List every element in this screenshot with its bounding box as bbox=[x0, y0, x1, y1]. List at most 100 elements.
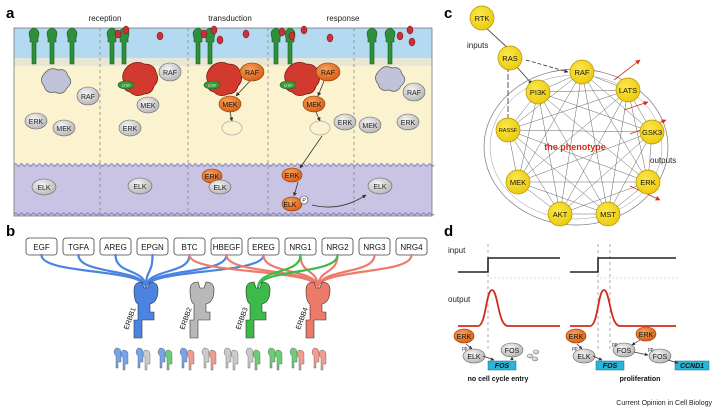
svg-text:RAF: RAF bbox=[575, 68, 590, 77]
svg-text:FOS: FOS bbox=[653, 354, 668, 361]
ligand-box-nrg3: NRG3 bbox=[358, 237, 391, 256]
svg-text:FOS: FOS bbox=[617, 348, 632, 355]
ligand-box-tgfa: TGFA bbox=[62, 237, 95, 256]
network-edge-20 bbox=[559, 89, 629, 215]
raf-active-2: RAF bbox=[315, 62, 341, 82]
svg-text:ERK: ERK bbox=[123, 126, 138, 133]
svg-text:ELK: ELK bbox=[213, 185, 227, 192]
svg-text:AKT: AKT bbox=[553, 210, 568, 219]
network-edge-5 bbox=[517, 91, 539, 183]
svg-text:ERK: ERK bbox=[29, 119, 44, 126]
network-edge-6 bbox=[537, 91, 649, 183]
network-edge-4 bbox=[537, 91, 653, 133]
svg-text:LATS: LATS bbox=[619, 86, 637, 95]
panel-d: d input output ERK ELK pp FOS FOS bbox=[444, 223, 710, 383]
receptor-4 bbox=[106, 27, 118, 65]
stage-transduction: transduction bbox=[208, 14, 252, 23]
ligand-box-hbegf: HBEGF bbox=[210, 237, 243, 256]
svg-text:ELK: ELK bbox=[133, 184, 147, 191]
svg-text:MEK: MEK bbox=[222, 102, 238, 109]
network-edge-8 bbox=[537, 91, 609, 215]
network-edge-16 bbox=[507, 89, 629, 131]
network-edge-26 bbox=[507, 129, 609, 215]
erk-inactive-1: ERK bbox=[24, 112, 48, 130]
network-edge-15 bbox=[581, 71, 609, 215]
network-node-raf: RAF bbox=[569, 59, 595, 85]
receptor-erbb3: ERBB3 bbox=[235, 281, 271, 339]
svg-text:RTK: RTK bbox=[475, 14, 490, 23]
svg-text:NRG1: NRG1 bbox=[289, 243, 312, 252]
svg-text:FOS: FOS bbox=[495, 363, 510, 370]
svg-text:ERK: ERK bbox=[639, 332, 654, 339]
ligand-box-nrg2: NRG2 bbox=[321, 237, 354, 256]
journal-credit: Current Opinion in Cell Biology bbox=[616, 400, 712, 407]
binding-line-9 bbox=[225, 253, 320, 290]
network-node-erk: ERK bbox=[635, 169, 661, 195]
network-node-lats: LATS bbox=[615, 77, 641, 103]
network-node-rtk: RTK bbox=[469, 5, 495, 31]
svg-text:RAF: RAF bbox=[163, 70, 177, 77]
phospho-label: P bbox=[302, 198, 306, 204]
stage-response: response bbox=[327, 14, 360, 23]
network-node-mek: MEK bbox=[505, 169, 531, 195]
svg-text:RAF: RAF bbox=[81, 94, 95, 101]
dimer-9 bbox=[289, 347, 305, 371]
receptor-11 bbox=[384, 27, 396, 65]
svg-text:NRG4: NRG4 bbox=[400, 243, 423, 252]
svg-text:GSK3: GSK3 bbox=[642, 128, 662, 137]
ligand-dot-3 bbox=[156, 31, 164, 41]
panel-b: b EGF TGFA AREG EPGN BTC HBEGF EREG NRG1 NRG2 NRG… bbox=[6, 223, 428, 371]
nuclear-envelope-bottom bbox=[13, 212, 435, 216]
binding-line-14 bbox=[316, 253, 413, 290]
network-edge-25 bbox=[507, 129, 561, 215]
mek-inactive-3: MEK bbox=[358, 116, 382, 134]
binding-line-16 bbox=[256, 253, 339, 290]
network-node-rassf: RASSF bbox=[495, 117, 521, 143]
ligand-boxes: EGF TGFA AREG EPGN BTC HBEGF EREG NRG1 NRG2 NRG3 N… bbox=[25, 237, 428, 256]
dimer-3 bbox=[157, 347, 173, 371]
binding-line-2 bbox=[77, 253, 148, 290]
elk-bound-1: ELK bbox=[208, 179, 232, 195]
svg-text:ELK: ELK bbox=[467, 354, 481, 361]
svg-text:MST: MST bbox=[600, 210, 616, 219]
network-edge-7 bbox=[537, 91, 561, 215]
elk-inactive-1: ELK bbox=[31, 178, 57, 196]
dimer-6 bbox=[223, 347, 239, 371]
network-edge-18 bbox=[517, 89, 629, 183]
svg-text:CCND1: CCND1 bbox=[680, 363, 704, 370]
ligand-box-ereg: EREG bbox=[247, 237, 280, 256]
output-label: output bbox=[448, 295, 471, 304]
svg-text:ELK: ELK bbox=[577, 354, 591, 361]
nuclear-envelope bbox=[13, 163, 435, 167]
gtp-label-3: GTP bbox=[284, 83, 293, 88]
receptor-erbb2: ERBB2 bbox=[179, 281, 215, 339]
svg-text:pp: pp bbox=[612, 342, 618, 348]
input-step-right bbox=[570, 257, 676, 273]
membrane-band bbox=[14, 58, 432, 66]
ligand-box-btc: BTC bbox=[173, 237, 206, 256]
receptor-3 bbox=[66, 27, 78, 65]
mek-active-2: MEK bbox=[302, 95, 326, 113]
raf-inactive-2: RAF bbox=[158, 62, 182, 82]
network-edge-11 bbox=[581, 71, 653, 133]
svg-text:MEK: MEK bbox=[362, 123, 378, 130]
svg-text:ELK: ELK bbox=[283, 202, 297, 209]
erbb-receptors: ERBB1 ERBB2 ERBB3 ERBB4 bbox=[123, 281, 331, 339]
receptor-dimers bbox=[113, 347, 327, 371]
ligand-box-epgn: EPGN bbox=[136, 237, 169, 256]
network-edge-24 bbox=[507, 129, 649, 183]
raf-inactive-1: RAF bbox=[76, 86, 100, 106]
d-right-circuit: ERK ERK ELK pp FOS FOS pp FOS pp CCND1 p… bbox=[565, 326, 710, 383]
network-node-mst: MST bbox=[595, 201, 621, 227]
elk-inactive-2: ELK bbox=[127, 177, 153, 195]
network-edge-14 bbox=[559, 71, 583, 215]
svg-text:FOS: FOS bbox=[603, 363, 618, 370]
network-edge-29 bbox=[559, 131, 653, 215]
dimer-7 bbox=[245, 347, 261, 371]
ligand-dot-14 bbox=[408, 37, 416, 47]
dimer-10 bbox=[311, 347, 327, 371]
mek-inactive-2: MEK bbox=[136, 96, 160, 114]
ligand-dot-10 bbox=[300, 25, 308, 35]
receptor-erbb1: ERBB1 bbox=[123, 281, 159, 339]
